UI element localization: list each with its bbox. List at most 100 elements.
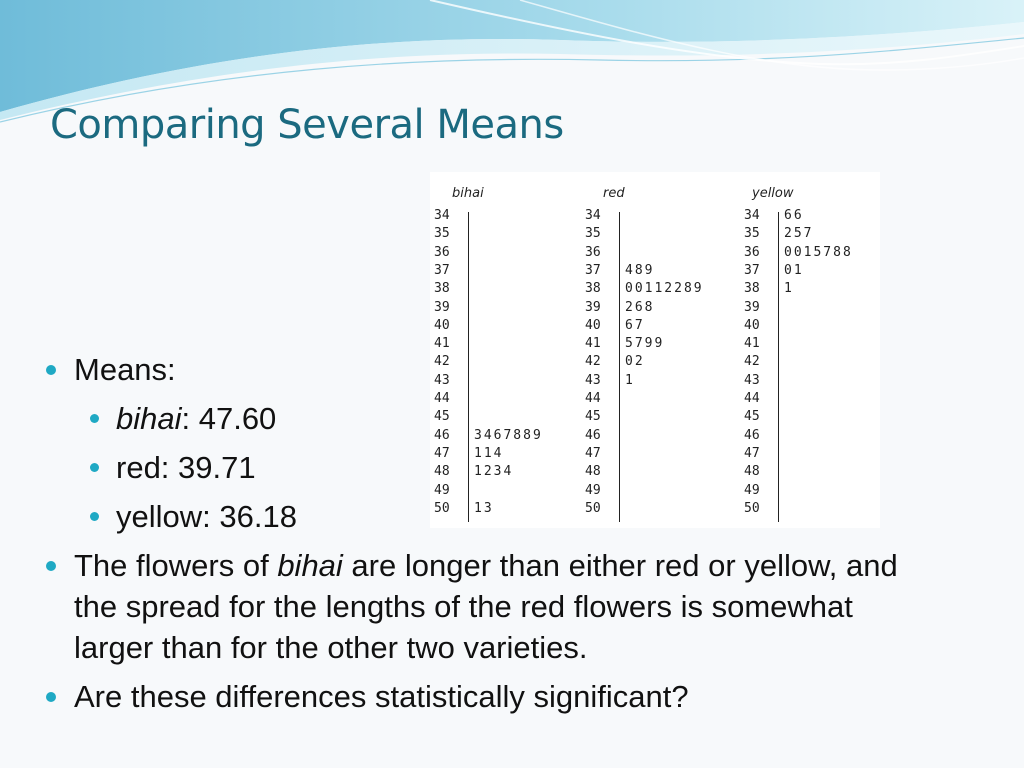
stem-row: 37 489 xyxy=(585,263,654,281)
stem-value: 47 xyxy=(585,445,601,461)
stem-value: 44 xyxy=(585,391,601,406)
bullet-means: Means: xyxy=(74,352,176,387)
stem-value: 34 xyxy=(744,208,760,223)
leaf-values: 489 xyxy=(625,262,655,278)
stem-value: 39 xyxy=(585,299,601,315)
stem-value: 47 xyxy=(434,445,450,461)
stem-row: 46 xyxy=(744,428,784,446)
bullet-dot-icon xyxy=(90,463,99,472)
stem-value: 49 xyxy=(585,482,601,498)
stem-row: 37 01 xyxy=(744,263,804,281)
leaf-values: 66 xyxy=(784,208,804,223)
leaf-values: 67 xyxy=(625,317,645,333)
stem-row: 46 3467889 xyxy=(434,428,543,446)
stem-value: 37 xyxy=(585,262,601,278)
stem-divider xyxy=(468,212,469,522)
slide-title: Comparing Several Means xyxy=(50,102,564,148)
stem-row: 36 xyxy=(585,245,625,263)
stem-divider xyxy=(619,212,620,522)
stem-row: 46 xyxy=(585,428,625,446)
stem-row: 40 xyxy=(434,318,474,336)
stem-row: 47 xyxy=(744,446,784,464)
bullet-yellow-mean: yellow: 36.18 xyxy=(116,499,297,534)
stem-value: 49 xyxy=(434,482,450,498)
stem-row: 43 xyxy=(434,373,474,391)
header-wave-decoration xyxy=(0,0,1024,123)
leaf-values: 13 xyxy=(474,500,494,516)
stem-row: 35 xyxy=(585,226,625,244)
stem-value: 35 xyxy=(744,226,760,242)
stem-value: 37 xyxy=(744,262,760,278)
stem-value: 50 xyxy=(744,500,760,516)
stem-row: 41 xyxy=(744,336,784,354)
stem-row: 45 xyxy=(585,409,625,427)
stem-row: 34 66 xyxy=(744,208,804,226)
flowers-text-post: are longer than either red or yellow, an… xyxy=(342,548,898,583)
column-header: bihai xyxy=(452,186,484,201)
stem-row: 34 xyxy=(434,208,474,226)
stem-value: 46 xyxy=(434,427,450,443)
stem-value: 35 xyxy=(434,226,450,242)
stem-row: 43 xyxy=(744,373,784,391)
stem-value: 34 xyxy=(585,208,601,223)
stem-value: 46 xyxy=(585,427,601,443)
column-header: yellow xyxy=(752,186,794,201)
stem-row: 36 xyxy=(434,245,474,263)
stem-value: 43 xyxy=(744,372,760,388)
stem-value: 46 xyxy=(744,427,760,443)
stem-value: 34 xyxy=(434,208,450,223)
stem-value: 42 xyxy=(585,354,601,370)
stem-value: 42 xyxy=(744,354,760,370)
stem-row: 44 xyxy=(585,391,625,409)
stem-value: 44 xyxy=(744,391,760,406)
stemplot-figure: bihai 34 35 36 37 38 39 40 41 42 43 44 45 46 3467889 4… xyxy=(430,172,880,528)
bullet-bihai-mean: bihai: 47.60 xyxy=(116,401,276,437)
stem-value: 36 xyxy=(434,244,450,260)
stem-row: 39 268 xyxy=(585,300,654,318)
stem-value: 40 xyxy=(744,317,760,333)
stem-row: 40 67 xyxy=(585,318,645,336)
stem-value: 41 xyxy=(434,336,450,352)
stem-row: 49 xyxy=(744,483,784,501)
stem-row: 49 xyxy=(434,483,474,501)
stem-value: 41 xyxy=(585,336,601,352)
stem-row: 42 xyxy=(434,354,474,372)
leaf-values: 00112289 xyxy=(625,281,704,297)
stem-value: 36 xyxy=(744,244,760,260)
stem-value: 45 xyxy=(585,409,601,425)
stem-value: 37 xyxy=(434,262,450,278)
stem-value: 45 xyxy=(434,409,450,425)
bullet-flowers-line3: larger than for the other two varieties. xyxy=(74,630,588,665)
stem-row: 34 xyxy=(585,208,625,226)
stem-divider xyxy=(778,212,779,522)
stem-value: 50 xyxy=(585,500,601,516)
stem-value: 43 xyxy=(585,372,601,388)
stem-value: 39 xyxy=(434,299,450,315)
stem-row: 39 xyxy=(744,300,784,318)
stem-row: 47 114 xyxy=(434,446,503,464)
leaf-values: 1234 xyxy=(474,464,514,480)
stem-value: 42 xyxy=(434,354,450,370)
leaf-values: 5799 xyxy=(625,336,665,352)
flowers-text-pre: The flowers of xyxy=(74,548,278,583)
leaf-values: 0015788 xyxy=(784,244,853,260)
stem-row: 40 xyxy=(744,318,784,336)
stem-row: 35 257 xyxy=(744,226,813,244)
stem-row: 38 1 xyxy=(744,281,794,299)
stem-row: 42 xyxy=(744,354,784,372)
bullet-red-mean: red: 39.71 xyxy=(116,450,256,485)
stem-row: 41 xyxy=(434,336,474,354)
bullet-dot-icon xyxy=(90,512,99,521)
stem-value: 50 xyxy=(434,500,450,516)
leaf-values: 1 xyxy=(784,281,794,297)
stem-row: 50 xyxy=(585,501,625,519)
bullet-question: Are these differences statistically sign… xyxy=(74,679,689,714)
stem-value: 48 xyxy=(434,464,450,480)
stem-value: 47 xyxy=(744,445,760,461)
stem-row: 38 00112289 xyxy=(585,281,704,299)
stem-row: 38 xyxy=(434,281,474,299)
stem-row: 39 xyxy=(434,300,474,318)
stem-row: 48 1234 xyxy=(434,464,513,482)
leaf-values: 1 xyxy=(625,372,635,388)
stem-row: 48 xyxy=(585,464,625,482)
